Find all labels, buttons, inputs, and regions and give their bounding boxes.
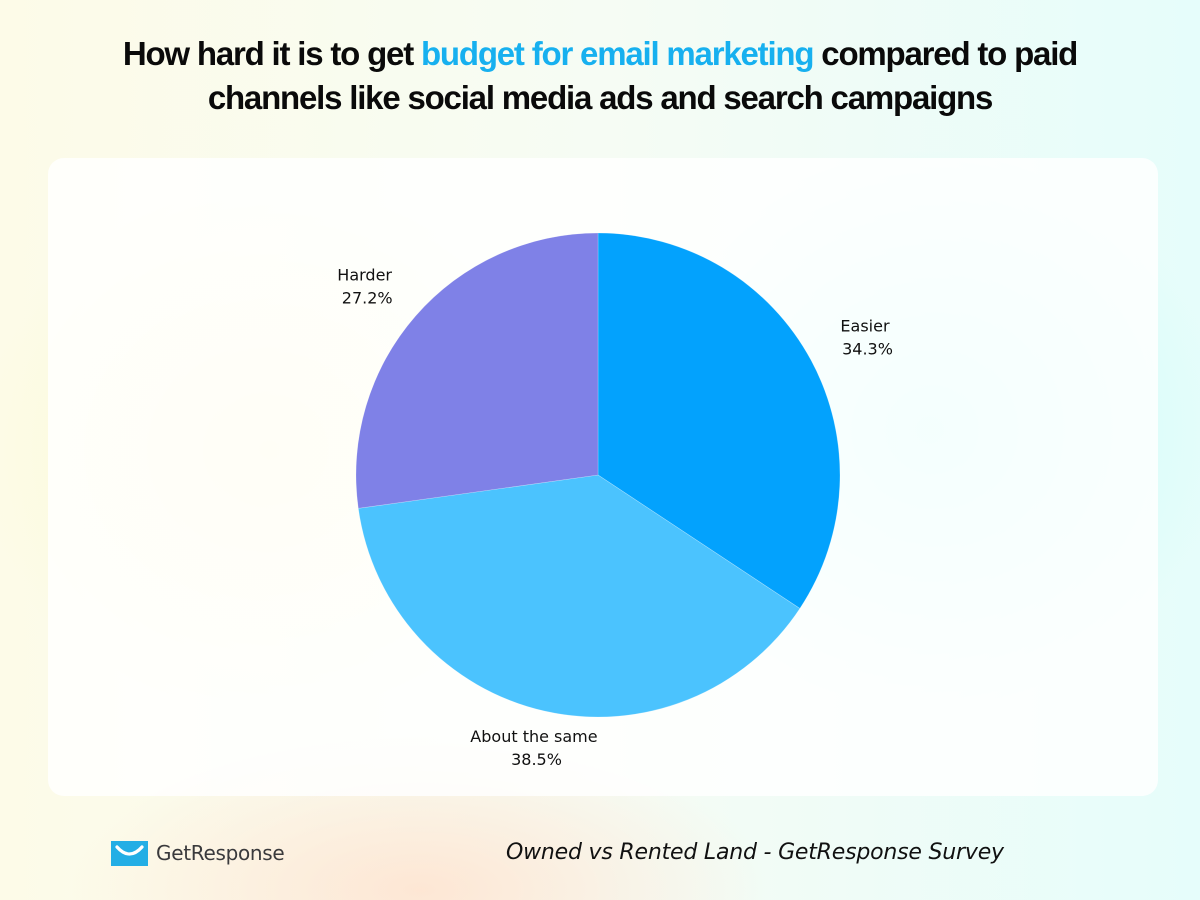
title-part-1: How hard it is to get	[122, 35, 421, 72]
title-line-1: How hard it is to get budget for email m…	[0, 32, 1200, 76]
slice-label-harder-name: Harder	[337, 265, 392, 284]
slice-label-easier-value: 34.3%	[842, 339, 893, 358]
envelope-smile-icon	[111, 840, 148, 866]
slice-label-easier-name: Easier	[840, 316, 890, 335]
title-part-2: compared to paid	[813, 35, 1078, 72]
chart-title: How hard it is to get budget for email m…	[0, 32, 1200, 120]
pie-slice-about-the-same	[357, 474, 801, 718]
slice-label-about-the-same: About the same 38.5%	[470, 727, 602, 769]
slice-label-about-the-same-name: About the same	[470, 727, 597, 746]
title-line-2: channels like social media ads and searc…	[207, 79, 994, 116]
pie-slices	[355, 232, 841, 718]
title-highlight: budget for email marketing	[420, 35, 815, 72]
getresponse-logo: GetResponse	[111, 840, 285, 866]
source-caption: Owned vs Rented Land - GetResponse Surve…	[506, 840, 1004, 865]
slice-label-harder: Harder 27.2%	[337, 265, 397, 307]
logo-text: GetResponse	[156, 841, 285, 865]
slice-label-easier: Easier 34.3%	[840, 316, 894, 358]
slice-label-harder-value: 27.2%	[342, 288, 393, 307]
pie-slice-harder	[355, 232, 599, 509]
slice-label-about-the-same-value: 38.5%	[511, 750, 562, 769]
pie-labels: Easier 34.3% About the same 38.5% Harder…	[337, 265, 894, 769]
pie-slice-easier	[597, 232, 841, 609]
